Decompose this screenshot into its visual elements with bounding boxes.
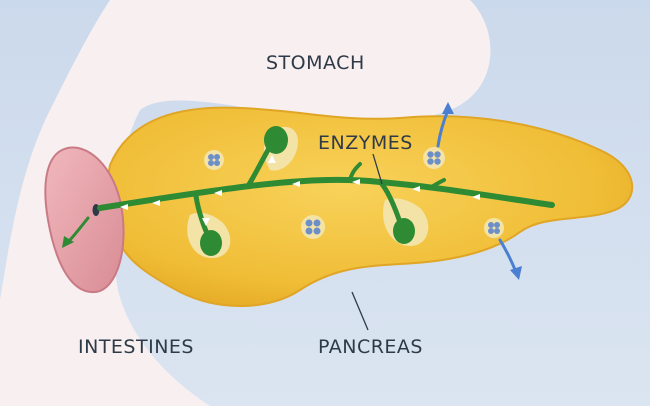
islet-cell [204, 150, 224, 170]
duct-bulbs [200, 126, 415, 256]
leader-lines [351, 153, 383, 331]
stomach-shape [110, 0, 491, 122]
intestines-label: INTESTINES [78, 336, 194, 358]
stomach-label: STOMACH [266, 52, 365, 74]
enzymes-label: ENZYMES [318, 132, 413, 154]
pancreas-organ [106, 106, 634, 307]
enzyme-exit-arrow [62, 216, 90, 248]
islet-cell [423, 147, 445, 169]
enzyme-flow-markers [120, 155, 480, 226]
pancreatic-duct [97, 137, 555, 243]
pancreas-label: PANCREAS [318, 336, 423, 358]
intestine-segment [44, 146, 125, 294]
islet-cell [484, 218, 504, 238]
islet-cell [301, 215, 325, 239]
hormone-arrowheads [442, 102, 522, 280]
islet-cells [204, 147, 504, 239]
